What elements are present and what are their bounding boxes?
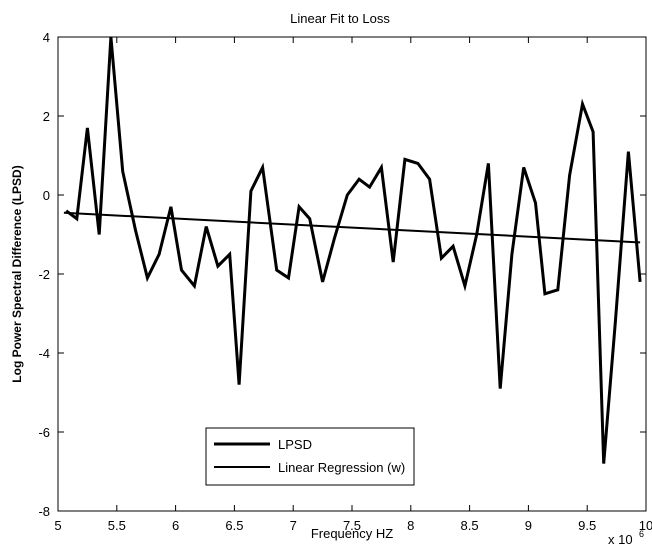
legend-label-lpsd: LPSD	[278, 437, 312, 452]
y-tick-label: -8	[38, 504, 50, 519]
x-tick-label: 8.5	[461, 518, 479, 533]
y-tick-label: 0	[43, 188, 50, 203]
x-tick-label: 9	[525, 518, 532, 533]
x-tick-label: 8	[407, 518, 414, 533]
y-tick-label: -4	[38, 346, 50, 361]
x-tick-label: 6	[172, 518, 179, 533]
series-linear-regression-line	[63, 211, 641, 244]
x-multiplier-exponent: 6	[639, 529, 644, 539]
x-tick-label: 10	[639, 518, 652, 533]
x-multiplier-label: x 10	[608, 532, 633, 547]
x-tick-label: 9.5	[578, 518, 596, 533]
y-tick-label: 4	[43, 30, 50, 45]
x-tick-label: 7.5	[343, 518, 361, 533]
x-tick-label: 7	[290, 518, 297, 533]
legend-box	[205, 427, 415, 486]
legend-label-regression: Linear Regression (w)	[278, 460, 405, 475]
y-tick-label: 2	[43, 109, 50, 124]
legend: LPSD Linear Regression (w)	[205, 427, 415, 486]
y-axis-label: Log Power Spectral Difference (LPSD)	[10, 165, 24, 382]
x-tick-label: 5	[54, 518, 61, 533]
x-tick-label: 5.5	[108, 518, 126, 533]
x-tick-label: 6.5	[225, 518, 243, 533]
series-lpsd-line	[65, 36, 642, 464]
x-axis-label: Frequency HZ	[311, 526, 393, 541]
y-tick-label: -2	[38, 267, 50, 282]
y-tick-label: -6	[38, 425, 50, 440]
chart-title: Linear Fit to Loss	[290, 11, 390, 26]
